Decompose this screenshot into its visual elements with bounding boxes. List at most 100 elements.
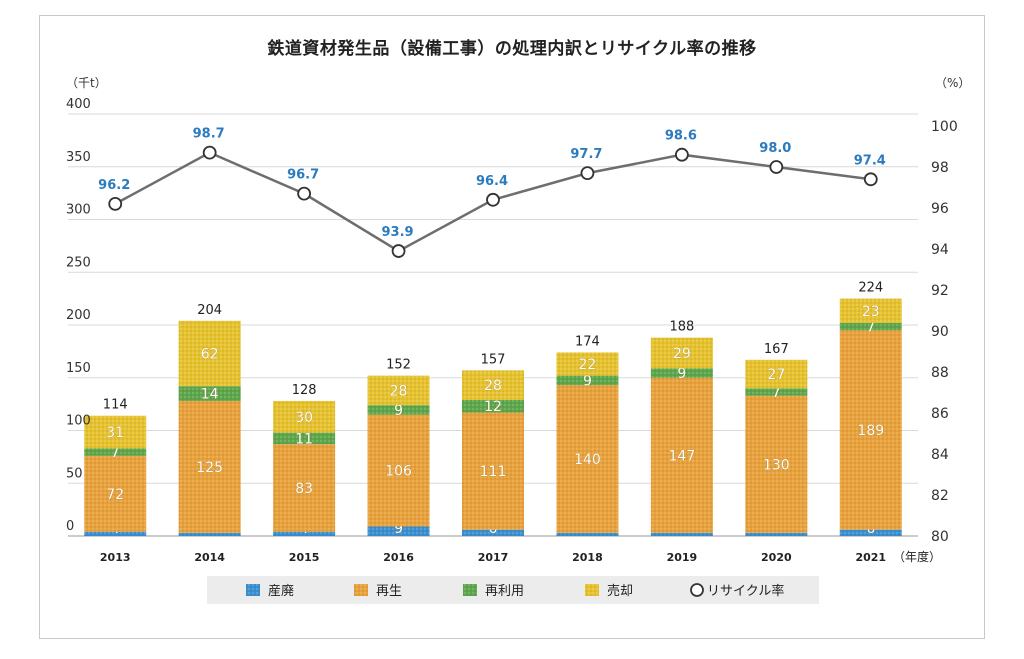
bar-segment-texture xyxy=(178,320,241,387)
bar-total-label: 157 xyxy=(481,352,506,367)
bar-value-label: 147 xyxy=(669,448,696,464)
left-tick-label: 0 xyxy=(66,519,74,534)
bar-segment-texture xyxy=(839,330,902,530)
x-tick-label: 2014 xyxy=(194,551,225,564)
left-tick-label: 350 xyxy=(66,150,91,165)
legend-label: リサイクル率 xyxy=(707,583,784,599)
right-axis-unit: （%） xyxy=(935,76,970,90)
left-tick-label: 50 xyxy=(66,466,83,481)
recycle-rate-label: 96.7 xyxy=(287,168,319,183)
bar-segment-texture xyxy=(839,529,902,536)
bar-value-label: 11 xyxy=(295,431,313,447)
legend-marker-circle xyxy=(690,583,704,597)
recycle-rate-point xyxy=(202,145,217,160)
bar-segment-texture xyxy=(462,529,524,536)
x-tick-label: 2018 xyxy=(572,551,603,564)
recycle-rate-label: 96.2 xyxy=(98,178,130,193)
bar-segment-texture xyxy=(462,370,524,400)
x-tick-label: 2016 xyxy=(383,551,414,564)
bar-total-label: 128 xyxy=(292,383,317,398)
x-tick-label: 2017 xyxy=(478,551,509,564)
bar-segment-texture xyxy=(462,399,524,413)
bar-value-label: 23 xyxy=(862,304,880,320)
bar-value-label: 28 xyxy=(484,378,502,394)
recycle-rate-label: 96.4 xyxy=(476,174,508,189)
x-tick-label: 2020 xyxy=(761,551,792,564)
bar-segment-texture xyxy=(462,412,524,530)
bar-total-label: 114 xyxy=(103,398,128,413)
recycle-rate-point xyxy=(108,196,123,211)
bar-segment-texture xyxy=(273,531,336,536)
legend-swatch-texture xyxy=(354,584,368,596)
right-tick-label: 94 xyxy=(931,242,949,258)
recycle-rate-point xyxy=(580,166,595,181)
bar-value-label: 72 xyxy=(106,487,124,503)
legend-box xyxy=(207,576,819,604)
bar-segment-texture xyxy=(367,375,430,406)
bar-segment-texture xyxy=(178,386,241,401)
bar-value-label: 9 xyxy=(394,521,403,537)
bar-value-label: 9 xyxy=(394,403,403,419)
bar-total-label: 152 xyxy=(386,358,411,373)
recycle-rate-point xyxy=(674,147,689,162)
bar-segment-texture xyxy=(556,385,619,533)
right-tick-label: 88 xyxy=(931,365,949,381)
bar-segment-texture xyxy=(273,432,336,445)
bar-total-label: 174 xyxy=(575,334,600,349)
bar-value-label: 62 xyxy=(201,346,219,362)
bar-value-label: 9 xyxy=(583,373,592,389)
bar-segment-texture xyxy=(556,375,619,386)
right-tick-label: 80 xyxy=(931,529,949,545)
bar-segment-texture xyxy=(273,444,336,532)
bar-segment-texture xyxy=(367,405,430,415)
bar-value-label: 7 xyxy=(772,385,781,401)
bar-value-label: 30 xyxy=(295,410,313,426)
recycle-rate-label: 93.9 xyxy=(382,225,414,240)
right-tick-label: 92 xyxy=(931,283,949,299)
bar-value-label: 7 xyxy=(866,320,875,336)
bar-segment-texture xyxy=(84,455,147,532)
recycle-rate-point xyxy=(863,172,878,187)
left-tick-label: 300 xyxy=(66,203,91,218)
bar-value-label: 27 xyxy=(767,367,785,383)
bar-segment-texture xyxy=(367,526,430,536)
bar-segment-texture xyxy=(745,395,808,533)
recycle-rate-point xyxy=(297,186,312,201)
bar-segment-texture xyxy=(556,532,619,536)
bar-total-label: 204 xyxy=(197,303,222,318)
bar-value-label: 106 xyxy=(385,464,412,480)
x-tick-label: 2021 xyxy=(855,551,886,564)
x-tick-label: 2013 xyxy=(100,551,131,564)
bar-value-label: 140 xyxy=(574,452,601,468)
legend-swatch-texture xyxy=(246,584,260,596)
left-tick-label: 200 xyxy=(66,308,91,323)
bar-segment-texture xyxy=(178,532,241,536)
bar-value-label: 9 xyxy=(677,366,686,382)
recycle-rate-label: 98.7 xyxy=(193,127,225,142)
bar-value-label: 28 xyxy=(390,383,408,399)
bar-value-label: 12 xyxy=(484,399,502,415)
bar-value-label: 189 xyxy=(857,423,884,439)
recycle-rate-label: 98.6 xyxy=(665,129,697,144)
recycle-rate-point xyxy=(391,244,406,258)
bar-value-label: 125 xyxy=(196,460,223,476)
bar-segment-texture xyxy=(650,377,713,533)
bar-value-label: 7 xyxy=(111,445,120,461)
bar-segment-texture xyxy=(273,400,336,433)
legend-label: 売却 xyxy=(607,583,633,599)
left-tick-label: 100 xyxy=(66,414,91,429)
bar-value-label: 31 xyxy=(106,425,124,441)
right-tick-label: 86 xyxy=(931,406,949,422)
bar-value-label: 14 xyxy=(201,387,219,403)
bar-segment-texture xyxy=(745,388,808,396)
right-tick-label: 84 xyxy=(931,447,949,463)
bar-total-label: 224 xyxy=(858,281,883,296)
recycle-rate-label: 97.7 xyxy=(570,147,602,162)
legend-swatch-texture xyxy=(585,584,599,596)
bar-value-label: 22 xyxy=(579,357,597,373)
bar-segment-texture xyxy=(650,337,713,369)
left-tick-label: 250 xyxy=(66,255,91,270)
right-tick-label: 90 xyxy=(931,324,949,340)
bar-value-label: 83 xyxy=(295,481,313,497)
